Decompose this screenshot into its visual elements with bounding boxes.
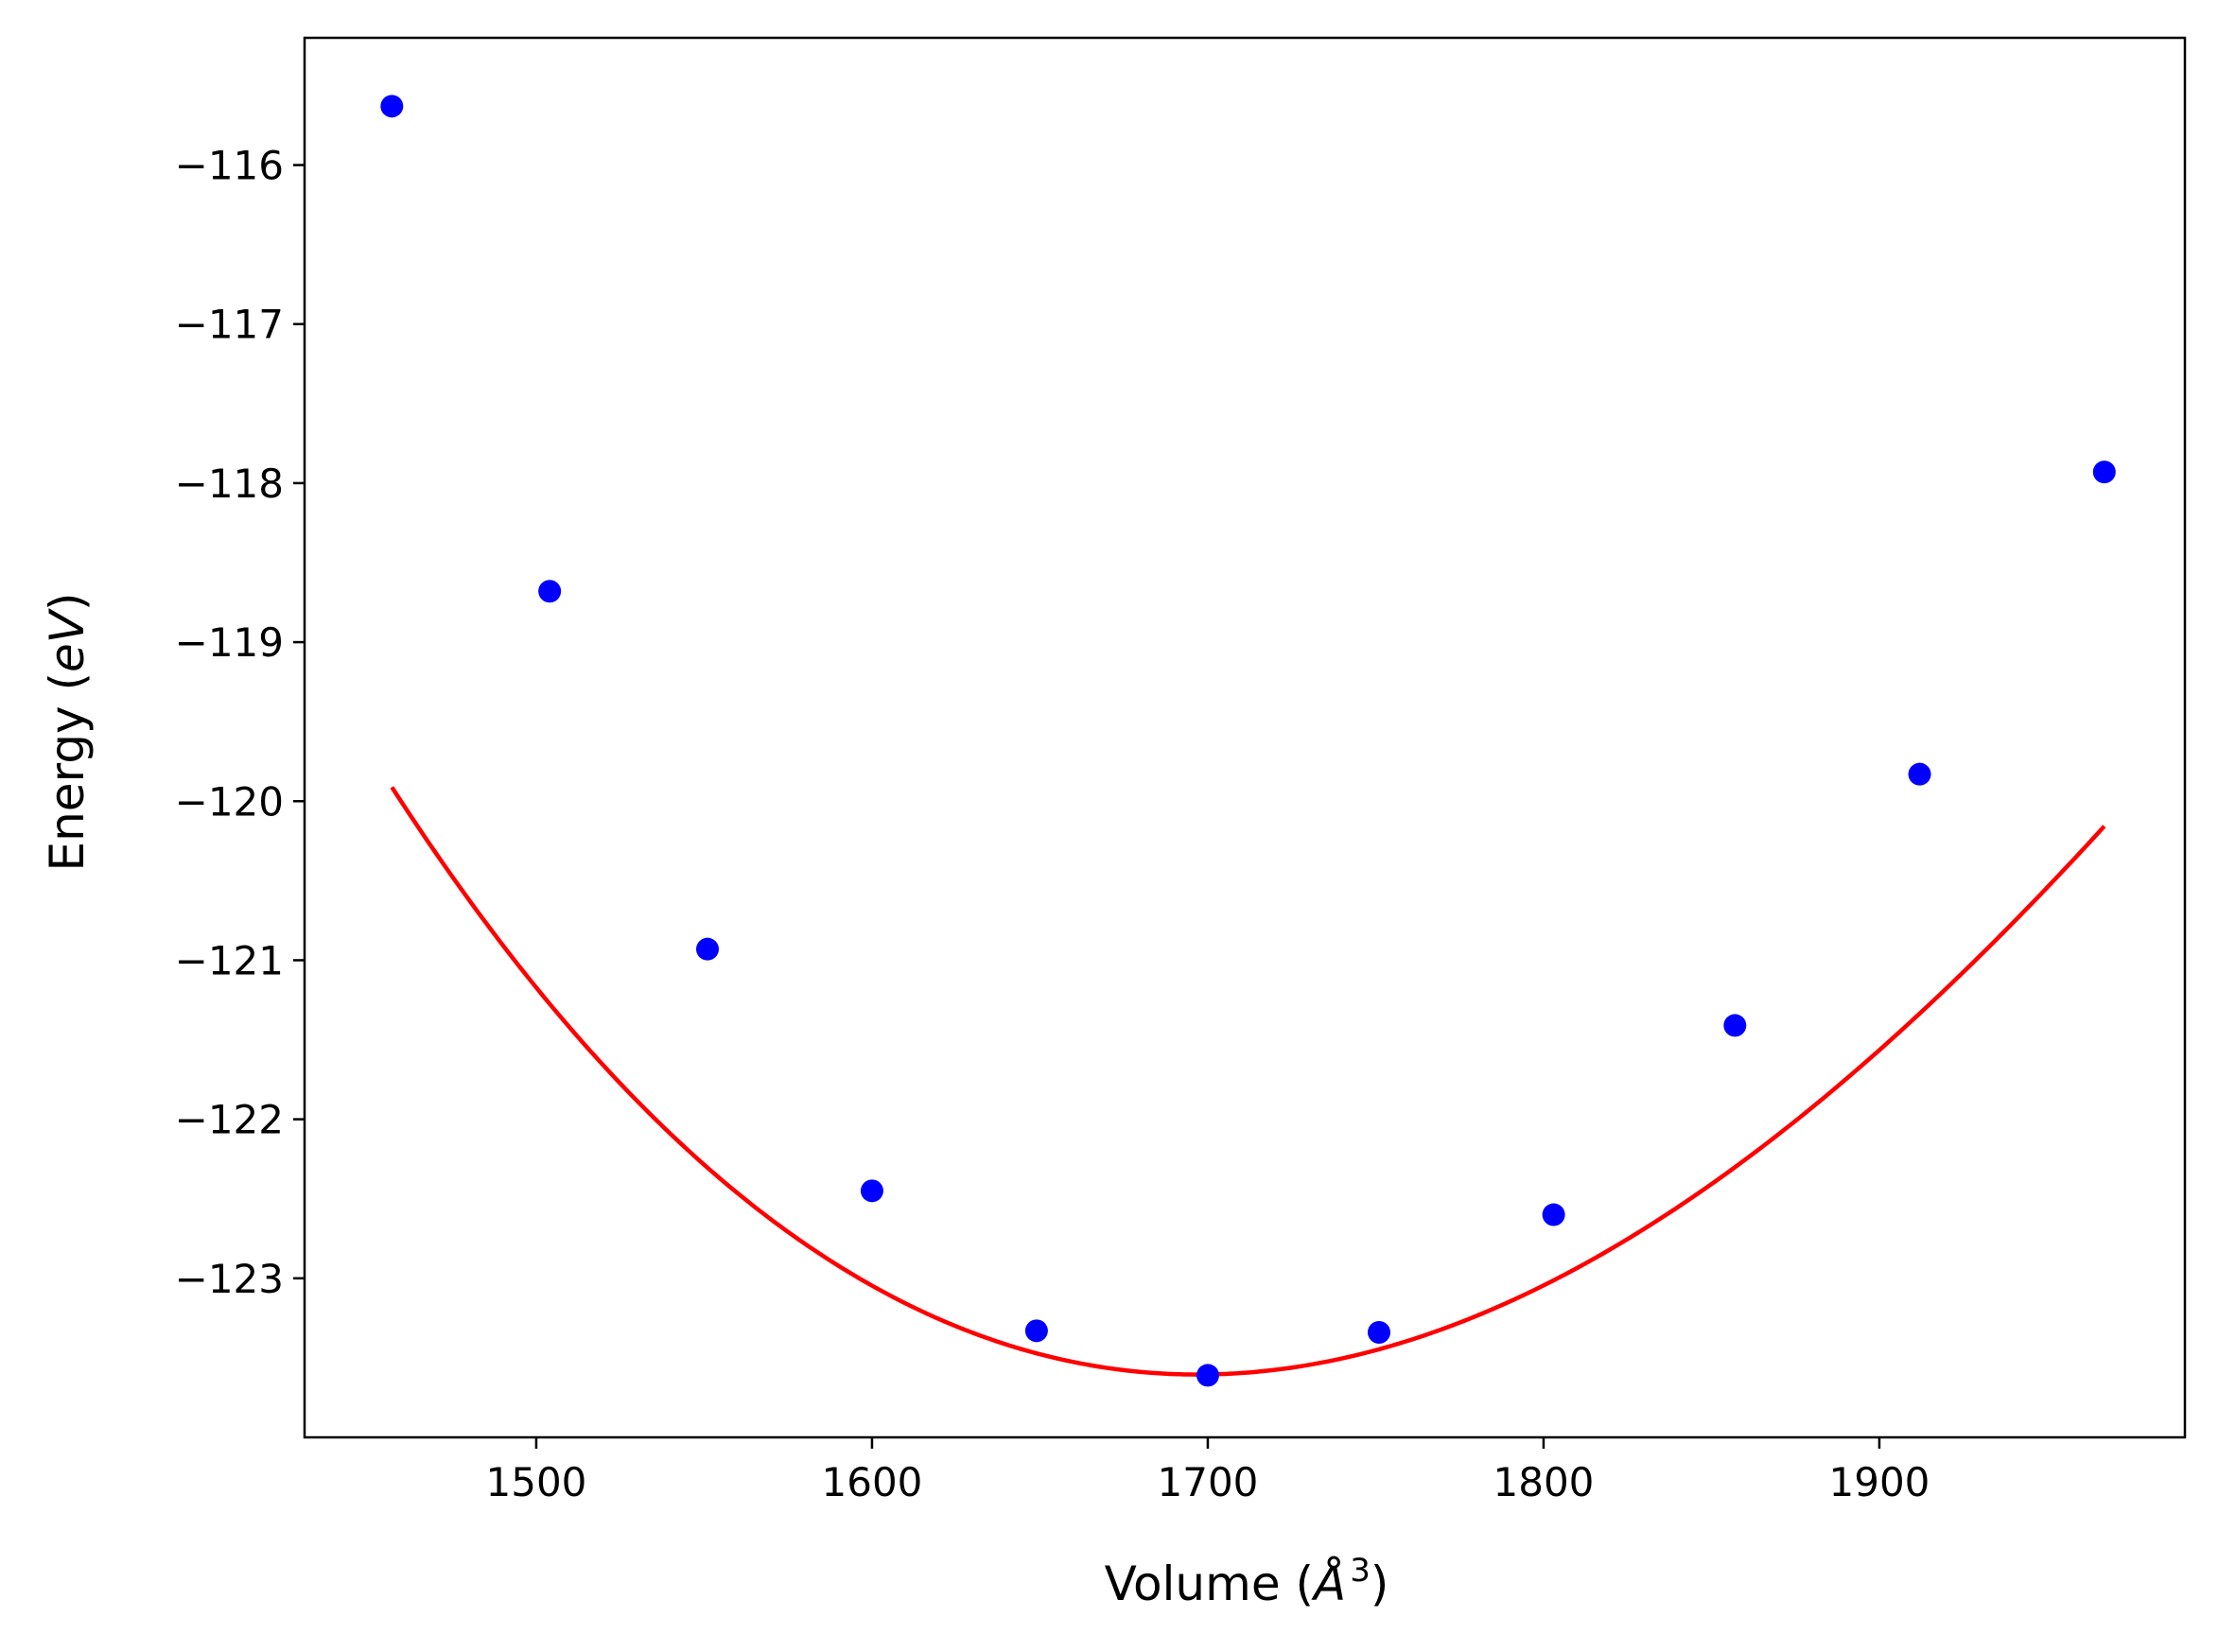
data-point	[1368, 1321, 1390, 1344]
fit-curve	[390, 786, 2106, 1377]
x-tick-label: 1600	[822, 1459, 923, 1505]
data-point	[1024, 1319, 1048, 1343]
fit-curve-layer	[390, 786, 2106, 1377]
x-tick-label: 1800	[1493, 1459, 1595, 1505]
y-axis-ticks: −123 −122 −121 −120 −119 −118 −117 −116	[175, 143, 305, 1302]
x-axis-label: Volume (Å 3)	[1105, 1552, 1389, 1611]
data-point	[538, 580, 562, 603]
y-axis-label-unit: eV	[40, 607, 95, 672]
data-point	[2092, 461, 2116, 484]
y-axis-label-suffix: )	[40, 593, 95, 612]
y-tick-label: −119	[175, 619, 284, 666]
x-tick-label: 1900	[1829, 1459, 1930, 1505]
y-tick-label: −122	[175, 1097, 284, 1143]
x-tick-label: 1500	[486, 1459, 587, 1505]
y-tick-label: −118	[175, 461, 284, 507]
data-point	[1196, 1364, 1219, 1387]
axes-frame	[303, 36, 2187, 1439]
data-point	[1723, 1014, 1747, 1037]
y-tick-label: −120	[175, 778, 284, 825]
data-point	[696, 937, 719, 961]
y-tick-label: −117	[175, 302, 284, 348]
x-axis-label-unit: Å	[1311, 1556, 1346, 1611]
y-tick-label: −121	[175, 937, 284, 983]
data-point	[1542, 1203, 1565, 1226]
x-axis-label-exponent: 3	[1350, 1552, 1371, 1590]
y-tick-label: −123	[175, 1256, 284, 1302]
x-axis-label-suffix: )	[1371, 1556, 1389, 1611]
y-axis-label: Energy (eV)	[40, 593, 95, 872]
y-tick-label: −116	[175, 143, 284, 189]
data-point	[380, 95, 404, 118]
data-points-layer	[380, 95, 2116, 1387]
y-axis-label-prefix: Energy (	[40, 672, 95, 871]
data-point	[1908, 762, 1931, 786]
data-point	[860, 1179, 883, 1203]
x-axis-ticks: 1500 1600 1700 1800 1900	[486, 1437, 1930, 1505]
x-tick-label: 1700	[1158, 1459, 1259, 1505]
x-axis-label-prefix: Volume (	[1105, 1556, 1314, 1611]
